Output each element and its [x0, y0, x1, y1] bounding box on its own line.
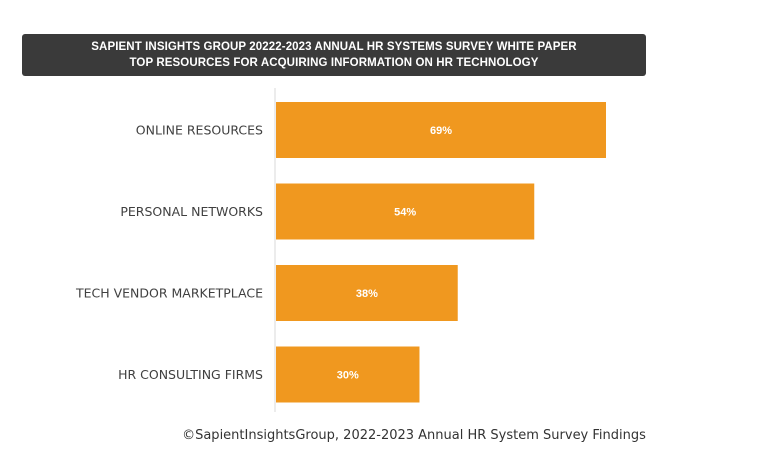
chart-title-banner: SAPIENT INSIGHTS GROUP 20222-2023 ANNUAL… [22, 34, 646, 76]
data-label-2: 38% [356, 288, 378, 300]
data-label-0: 69% [430, 125, 452, 137]
bar-1 [276, 183, 535, 240]
category-label-3: HR CONSULTING FIRMS [118, 367, 263, 382]
category-label-1: PERSONAL NETWORKS [120, 204, 263, 219]
category-label-0: ONLINE RESOURCES [136, 123, 263, 138]
bar-2 [276, 265, 458, 321]
bar-0 [276, 102, 606, 158]
data-label-3: 30% [337, 370, 359, 382]
data-label-1: 54% [394, 207, 416, 219]
category-label-2: TECH VENDOR MARKETPLACE [75, 286, 263, 301]
chart-subtitle: TOP RESOURCES FOR ACQUIRING INFORMATION … [129, 57, 539, 69]
bar-3 [276, 346, 420, 403]
source-footer: ©SapientInsightsGroup, 2022-2023 Annual … [182, 428, 646, 443]
chart-title: SAPIENT INSIGHTS GROUP 20222-2023 ANNUAL… [91, 41, 577, 53]
